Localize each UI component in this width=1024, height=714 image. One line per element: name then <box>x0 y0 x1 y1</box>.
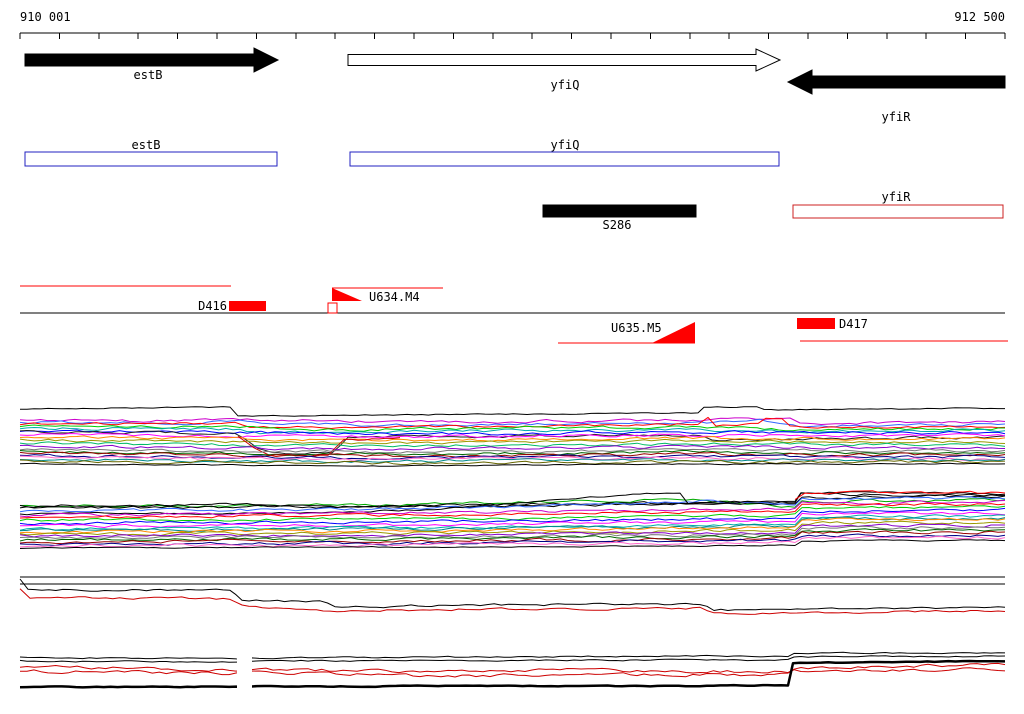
feature-box-S286[interactable] <box>542 204 697 218</box>
signal-line <box>19 502 1006 519</box>
signal-line <box>19 500 1006 518</box>
signal-line <box>19 418 1006 428</box>
signal-line <box>19 438 1006 445</box>
signal-line <box>19 451 1006 458</box>
signal-line <box>19 427 1006 435</box>
signal-line <box>19 406 1005 417</box>
feature-box-yfiR-cds[interactable] <box>792 204 1004 219</box>
feature-box-label-yfiR-cds: yfiR <box>882 190 912 204</box>
signal-line <box>19 511 1006 528</box>
feature-rect-D416[interactable] <box>229 301 266 311</box>
gene-arrow-yfiQ[interactable] <box>347 48 782 72</box>
signal-line <box>19 588 1006 615</box>
signal-line <box>19 492 1006 509</box>
feature-box-yfiQ-cds[interactable] <box>349 151 780 167</box>
signal-line <box>19 462 1006 467</box>
signal-line <box>19 433 1006 439</box>
coverage-gap <box>237 648 252 696</box>
gene-arrow-estB[interactable] <box>24 47 280 73</box>
signal-line <box>19 429 1006 436</box>
signal-line <box>19 459 1006 465</box>
plot-track-2 <box>19 490 1006 549</box>
plot-track-1 <box>19 406 1006 467</box>
D416-label: D416 <box>198 299 227 313</box>
plot-track-3 <box>19 576 1006 615</box>
signal-line <box>19 416 1006 429</box>
feature-box-label-estB-cds: estB <box>132 138 161 152</box>
signal-line <box>19 516 1006 532</box>
U635-label: U635.M5 <box>611 321 662 335</box>
signal-line <box>19 417 1006 425</box>
signal-line <box>19 651 1006 660</box>
signal-line <box>19 520 1006 536</box>
signal-line <box>19 448 1006 454</box>
signal-line <box>19 659 1006 689</box>
signal-line <box>19 449 1006 456</box>
signal-line <box>19 424 1005 432</box>
ruler-start-label: 910 001 <box>20 10 71 24</box>
signal-line <box>19 494 1006 509</box>
gene-arrow-label-yfiQ: yfiQ <box>551 78 580 92</box>
gene-arrow-yfiR[interactable] <box>786 69 1006 95</box>
signal-line <box>19 578 1006 611</box>
signal-line <box>19 528 1006 542</box>
feature-rect-D417[interactable] <box>797 318 835 329</box>
signal-line <box>19 455 1006 462</box>
signal-line <box>794 490 1006 500</box>
signal-line <box>19 667 1006 678</box>
signal-line <box>19 533 1006 546</box>
signal-line <box>19 444 1006 451</box>
feature-box-label-S286: S286 <box>603 218 632 232</box>
D417-label: D417 <box>839 317 868 331</box>
plot-track-4 <box>19 651 1006 689</box>
signal-line <box>19 525 1006 540</box>
signal-line <box>19 507 1006 526</box>
feature-rect-U634-anchor[interactable] <box>327 302 338 314</box>
U634-label: U634.M4 <box>369 290 420 304</box>
feature-box-label-yfiQ-cds: yfiQ <box>551 138 580 152</box>
signal-line <box>19 539 1006 549</box>
feature-triangle-U634.M4[interactable] <box>332 288 362 301</box>
signal-line <box>19 435 1006 442</box>
gene-arrow-label-yfiR: yfiR <box>882 110 912 124</box>
signal-line <box>19 523 1005 538</box>
signal-line <box>19 441 1006 448</box>
gene-arrow-label-estB: estB <box>134 68 163 82</box>
signal-line <box>19 662 1006 674</box>
signal-line <box>19 491 1006 516</box>
signal-line <box>19 496 1006 513</box>
feature-triangle-U635.M5[interactable] <box>652 322 695 343</box>
ruler-end-label: 912 500 <box>954 10 1005 24</box>
signal-line <box>19 535 1006 548</box>
signal-line <box>19 530 1006 545</box>
signal-line <box>19 430 1006 455</box>
signal-line <box>19 655 1006 663</box>
feature-box-estB-cds[interactable] <box>24 151 278 167</box>
signal-line <box>19 458 1006 464</box>
